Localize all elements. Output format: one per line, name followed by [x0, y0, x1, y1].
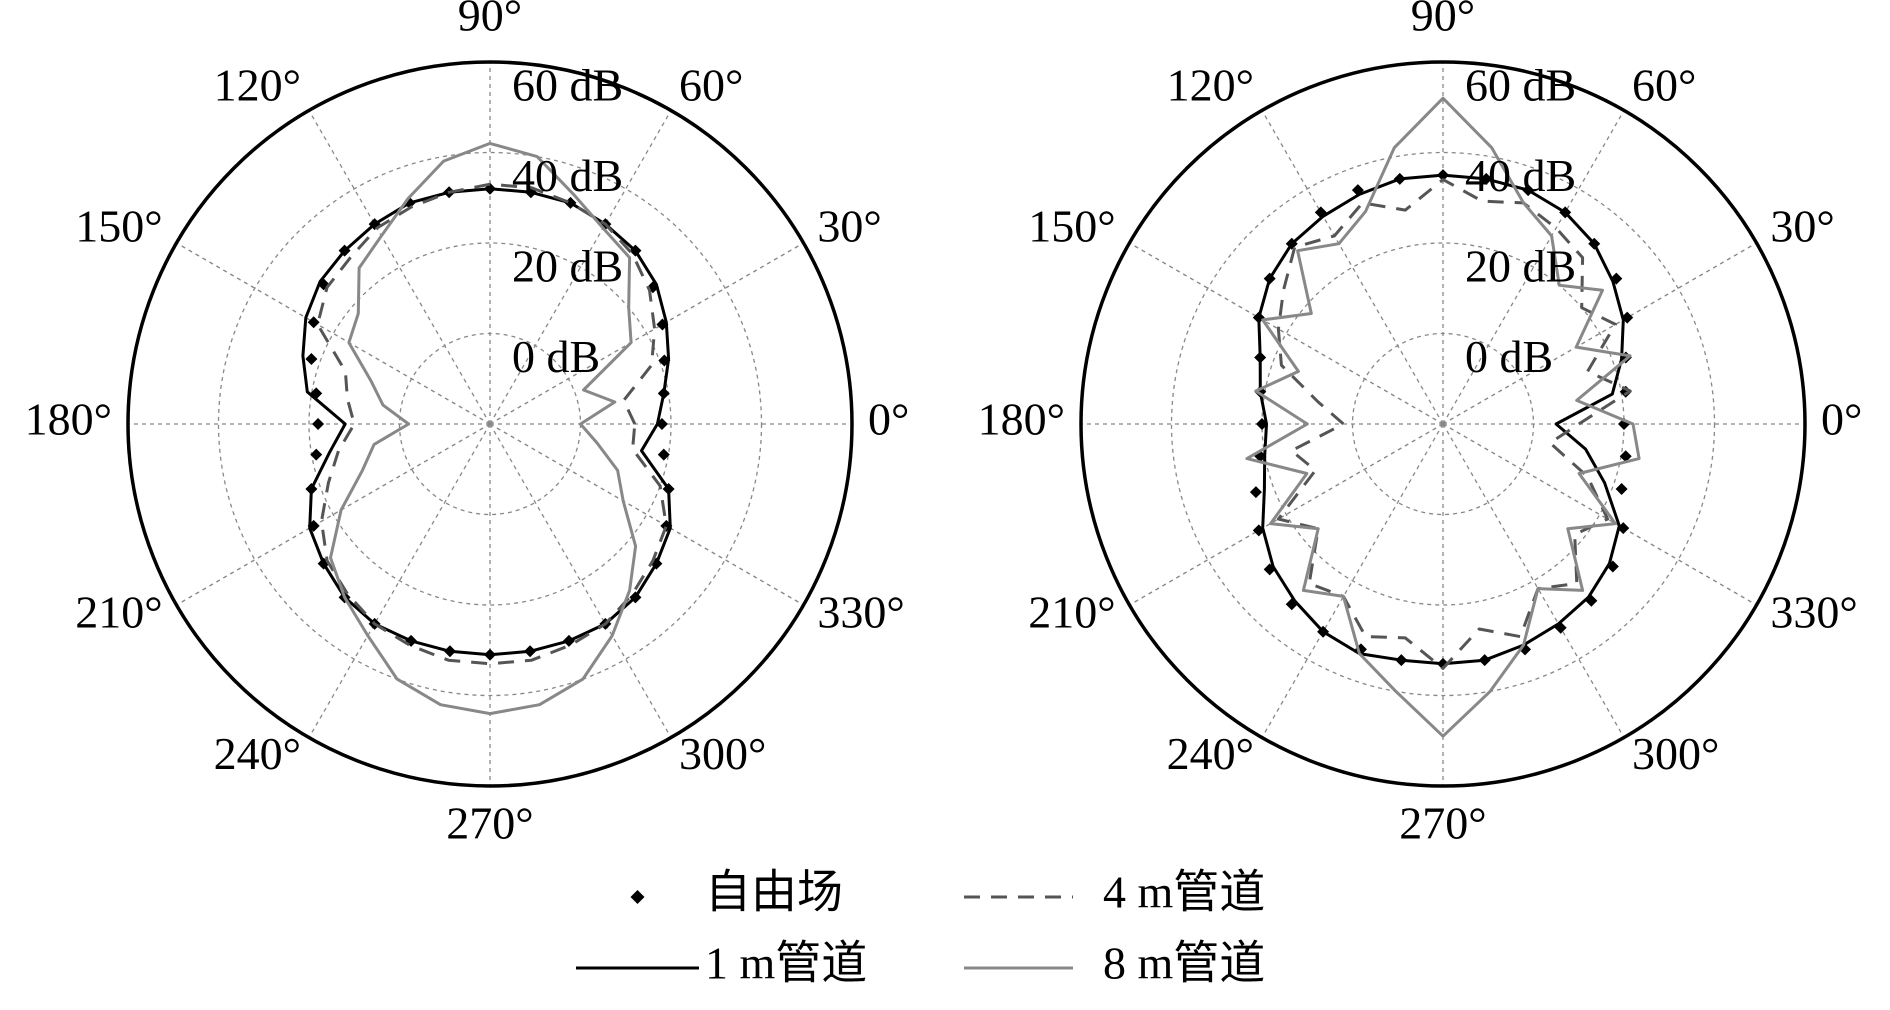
theta-tick-label: 210°: [1028, 587, 1115, 638]
r-tick-label: 20 dB: [512, 241, 623, 292]
legend-label: 4 m管道: [1103, 867, 1265, 918]
r-tick-label: 60 dB: [1465, 60, 1576, 111]
theta-tick-label: 150°: [75, 201, 162, 252]
theta-tick-label: 150°: [1028, 201, 1115, 252]
theta-tick-label: 300°: [1632, 728, 1719, 779]
r-tick-label: 0 dB: [512, 331, 600, 382]
grid-ring: [1170, 151, 1716, 697]
theta-tick-label: 300°: [679, 728, 766, 779]
theta-tick-label: 0°: [1821, 394, 1862, 445]
diamond-marker: [1249, 486, 1262, 499]
series-line: [1257, 173, 1625, 666]
theta-tick-label: 210°: [75, 587, 162, 638]
diamond-marker: [312, 418, 325, 430]
diamond-marker: [657, 448, 670, 461]
diamond-marker: [310, 448, 323, 461]
polar-chart: 0° 30° 60° 90° 120° 150° 180° 210° 240° 270° 300° 3…: [25, 0, 910, 849]
grid-spoke: [176, 242, 491, 425]
theta-tick-label: 120°: [214, 59, 301, 110]
grid-spoke: [489, 423, 672, 738]
theta-tick-label: 330°: [1770, 587, 1857, 638]
legend-label: 1 m管道: [705, 938, 867, 989]
r-tick-label: 60 dB: [512, 60, 623, 111]
grid-ring: [308, 242, 672, 606]
series-line: [1245, 96, 1641, 738]
r-tick-label: 20 dB: [1465, 241, 1576, 292]
theta-tick-label: 0°: [868, 394, 909, 445]
grid-spoke: [1129, 242, 1444, 425]
legend-symbol: [630, 890, 645, 904]
diamond-marker: [305, 352, 318, 365]
theta-tick-label: 120°: [1167, 59, 1254, 110]
grid-ring: [217, 151, 763, 697]
theta-tick-label: 270°: [446, 798, 533, 849]
diamond-marker: [307, 316, 320, 329]
r-tick-label: 40 dB: [1465, 150, 1576, 201]
theta-tick-label: 180°: [978, 394, 1065, 445]
theta-tick-label: 30°: [817, 201, 881, 252]
series-line: [316, 182, 668, 666]
theta-tick-label: 180°: [25, 394, 112, 445]
theta-tick-label: 240°: [1167, 728, 1254, 779]
outer-ring: [1079, 60, 1807, 788]
grid-spoke: [308, 110, 491, 425]
theta-tick-label: 60°: [1632, 59, 1696, 110]
theta-tick-label: 30°: [1770, 201, 1834, 252]
grid-ring: [1351, 332, 1535, 516]
outer-ring: [126, 60, 854, 788]
legend-label: 8 m管道: [1103, 938, 1265, 989]
diamond-marker: [1619, 450, 1632, 463]
theta-tick-label: 90°: [1411, 0, 1475, 41]
theta-tick-label: 90°: [458, 0, 522, 41]
theta-tick-label: 240°: [214, 728, 301, 779]
theta-tick-label: 330°: [817, 587, 904, 638]
theta-tick-label: 270°: [1399, 798, 1486, 849]
series-line: [329, 141, 638, 716]
r-tick-label: 40 dB: [512, 150, 623, 201]
diamond-marker: [1615, 483, 1628, 496]
legend-label: 自由场: [705, 867, 843, 918]
polar-chart: 0° 30° 60° 90° 120° 150° 180° 210° 240° 270° 300° 3…: [978, 0, 1863, 849]
r-tick-label: 0 dB: [1465, 331, 1553, 382]
theta-tick-label: 60°: [679, 59, 743, 110]
legend: 自由场 1 m管道 4 m管道 8 m管道: [576, 867, 1265, 989]
